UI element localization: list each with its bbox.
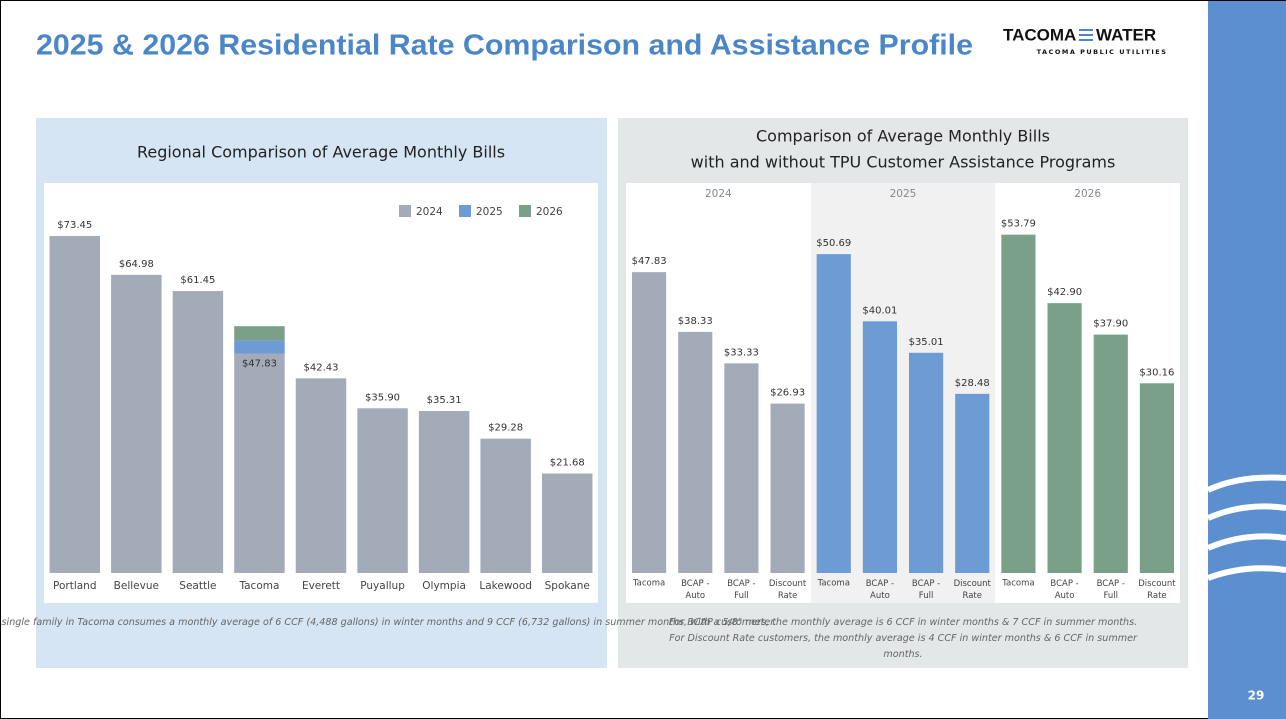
data-label: $38.33 bbox=[678, 316, 713, 327]
bar-segment bbox=[541, 473, 593, 573]
footnote: For BCAP customers, the monthly average … bbox=[669, 617, 1137, 628]
data-label: $42.43 bbox=[304, 362, 339, 373]
footnote: For Discount Rate customers, the monthly… bbox=[669, 633, 1138, 644]
bar-segment bbox=[111, 274, 162, 573]
data-label: $64.98 bbox=[119, 259, 154, 270]
data-label: $53.79 bbox=[1001, 219, 1036, 230]
bar bbox=[1001, 234, 1036, 573]
slide-title: 2025 & 2026 Residential Rate Comparison … bbox=[36, 30, 973, 62]
bar-segment bbox=[480, 438, 531, 573]
bar-segment bbox=[172, 291, 224, 573]
data-label: $30.16 bbox=[1139, 367, 1174, 378]
x-tick-label: BCAP -Auto bbox=[681, 579, 709, 601]
x-tick-label: BCAP -Auto bbox=[1050, 579, 1078, 601]
side-band bbox=[1208, 1, 1286, 719]
data-label: $29.28 bbox=[488, 423, 523, 434]
x-tick-label: Discount Rate bbox=[954, 579, 992, 601]
data-label: $47.83 bbox=[242, 359, 277, 370]
x-tick-label: Puyallup bbox=[360, 580, 405, 592]
legend-swatch bbox=[519, 205, 531, 217]
chart-title: Comparison of Average Monthly Bills bbox=[756, 127, 1050, 146]
x-tick-label: Olympia bbox=[422, 580, 466, 592]
x-tick-label: Tacoma bbox=[632, 579, 665, 589]
data-label: $35.31 bbox=[427, 395, 462, 406]
bar bbox=[909, 352, 944, 573]
bar-segment bbox=[234, 353, 285, 573]
chart-title: with and without TPU Customer Assistance… bbox=[691, 153, 1116, 172]
x-tick-label: BCAP -Full bbox=[1097, 579, 1125, 601]
legend-label: 2026 bbox=[536, 206, 563, 218]
group-label: 2026 bbox=[1074, 188, 1101, 200]
bar-segment bbox=[234, 340, 285, 354]
x-tick-label: Lakewood bbox=[479, 580, 532, 592]
x-tick-label: BCAP -Auto bbox=[866, 579, 894, 601]
x-tick-label: Discount Rate bbox=[1138, 579, 1176, 601]
data-label: $42.90 bbox=[1047, 287, 1082, 298]
footnote: This comparison assumes a single family … bbox=[0, 617, 776, 628]
bar-segment bbox=[418, 410, 470, 573]
waves bbox=[1206, 474, 1286, 581]
legend-swatch bbox=[399, 205, 411, 217]
data-label: $61.45 bbox=[180, 275, 215, 286]
x-tick-label: BCAP -Full bbox=[912, 579, 940, 601]
bar bbox=[678, 331, 713, 573]
x-tick-label: Tacoma bbox=[1001, 579, 1034, 589]
data-label: $28.48 bbox=[955, 378, 990, 389]
bar-segment bbox=[49, 235, 101, 573]
data-label: $50.69 bbox=[816, 238, 851, 249]
bar bbox=[724, 363, 759, 573]
data-label: $21.68 bbox=[550, 458, 585, 469]
x-tick-label: Everett bbox=[302, 580, 340, 592]
group-label: 2024 bbox=[705, 188, 732, 200]
bar bbox=[1047, 303, 1082, 573]
legend-swatch bbox=[459, 205, 471, 217]
legend-label: 2024 bbox=[416, 206, 443, 218]
x-tick-label: BCAP -Full bbox=[727, 579, 755, 601]
bar bbox=[955, 393, 990, 573]
x-tick-label: Discount Rate bbox=[769, 579, 807, 601]
x-tick-label: Spokane bbox=[545, 580, 590, 592]
logo-subtext: TACOMA PUBLIC UTILITIES bbox=[1037, 48, 1168, 56]
logo-text: WATER bbox=[1096, 25, 1156, 44]
chart-title: Regional Comparison of Average Monthly B… bbox=[137, 143, 505, 162]
bar bbox=[816, 254, 851, 573]
data-label: $33.33 bbox=[724, 347, 759, 358]
data-label: $73.45 bbox=[57, 220, 92, 231]
x-tick-label: Tacoma bbox=[817, 579, 850, 589]
footnote: months. bbox=[883, 649, 922, 660]
data-label: $37.90 bbox=[1093, 319, 1128, 330]
bar-segment bbox=[234, 326, 285, 341]
bar-segment bbox=[357, 408, 408, 573]
data-label: $26.93 bbox=[770, 388, 805, 399]
bar bbox=[1139, 383, 1174, 573]
group-label: 2025 bbox=[890, 188, 917, 200]
x-tick-label: Tacoma bbox=[238, 580, 279, 592]
logo-icon bbox=[1079, 29, 1093, 41]
legend-label: 2025 bbox=[476, 206, 503, 218]
data-label: $47.83 bbox=[632, 256, 667, 267]
bar-segment bbox=[295, 378, 347, 573]
bar bbox=[632, 272, 667, 573]
bar bbox=[770, 403, 805, 573]
data-label: $40.01 bbox=[862, 305, 897, 316]
x-tick-label: Portland bbox=[53, 580, 97, 592]
logo-text: TACOMA bbox=[1003, 25, 1076, 44]
x-tick-label: Seattle bbox=[179, 580, 216, 592]
data-label: $35.01 bbox=[909, 337, 944, 348]
bar bbox=[862, 321, 897, 573]
bar bbox=[1093, 334, 1128, 573]
page-number: 29 bbox=[1248, 689, 1265, 703]
x-tick-label: Bellevue bbox=[114, 580, 159, 592]
data-label: $35.90 bbox=[365, 392, 400, 403]
